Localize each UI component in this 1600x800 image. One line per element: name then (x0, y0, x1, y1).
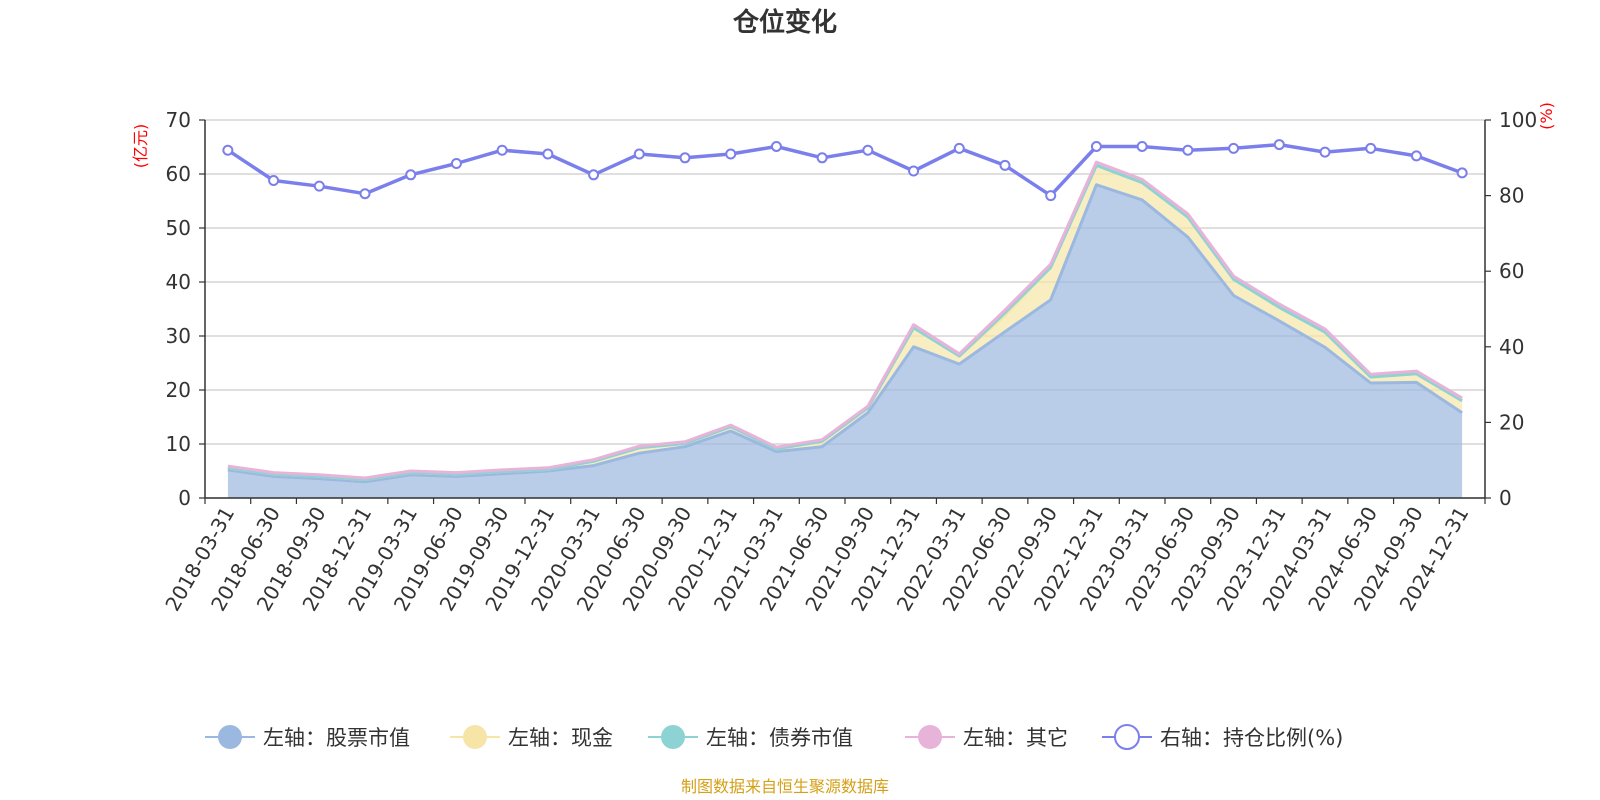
right-tick-label: 80 (1499, 184, 1524, 208)
legend: 左轴：股票市值 左轴：现金 左轴：债券市值 左轴：其它 右轴：持仓比例(%) (205, 724, 1343, 750)
right-tick-label: 100 (1499, 108, 1537, 132)
legend-label[interactable]: 左轴：债券市值 (706, 726, 853, 750)
ratio-point[interactable] (1228, 142, 1240, 154)
left-tick-label: 70 (166, 108, 191, 132)
ratio-point[interactable] (268, 174, 280, 186)
ratio-point[interactable] (1410, 150, 1422, 162)
ratio-point[interactable] (862, 144, 874, 156)
ratio-point[interactable] (679, 152, 691, 164)
left-tick-label: 0 (178, 486, 191, 510)
right-tick-label: 20 (1499, 410, 1524, 434)
area-line-左轴：股票市值 (227, 183, 1463, 484)
left-tick-label: 20 (166, 378, 191, 402)
ratio-point[interactable] (1456, 167, 1468, 179)
legend-marker[interactable] (218, 725, 242, 749)
stacked-areas (227, 160, 1463, 499)
area-左轴：股票市值 (227, 184, 1463, 499)
ratio-point[interactable] (1182, 144, 1194, 156)
ratio-point[interactable] (313, 180, 325, 192)
legend-marker[interactable] (1114, 724, 1140, 750)
ratio-point[interactable] (1273, 139, 1285, 151)
ratio-point[interactable] (588, 169, 600, 181)
ratio-line (226, 142, 1463, 198)
source-note: 制图数据来自恒生聚源数据库 (681, 777, 889, 796)
right-tick-label: 40 (1499, 335, 1524, 359)
ratio-line-series (222, 139, 1468, 202)
left-axis-unit: (亿元) (131, 124, 150, 169)
ratio-point[interactable] (496, 144, 508, 156)
area-line-左轴：其它 (227, 160, 1463, 480)
ratio-point[interactable] (953, 142, 965, 154)
ratio-point[interactable] (222, 144, 234, 156)
ratio-point[interactable] (405, 169, 417, 181)
ratio-point[interactable] (1365, 142, 1377, 154)
chart-title: 仓位变化 (732, 7, 837, 38)
ratio-point[interactable] (1090, 140, 1102, 152)
ratio-point[interactable] (1136, 140, 1148, 152)
legend-label[interactable]: 左轴：现金 (508, 726, 613, 750)
right-tick-label: 0 (1499, 486, 1512, 510)
left-tick-label: 10 (166, 432, 191, 456)
right-axis-unit: (%) (1537, 102, 1556, 130)
ratio-point[interactable] (1045, 190, 1057, 202)
right-tick-label: 60 (1499, 259, 1524, 283)
ratio-point[interactable] (816, 152, 828, 164)
legend-label[interactable]: 左轴：其它 (963, 726, 1068, 750)
left-tick-label: 50 (166, 216, 191, 240)
legend-label[interactable]: 右轴：持仓比例(%) (1160, 726, 1343, 750)
ratio-point[interactable] (359, 188, 371, 200)
ratio-point[interactable] (450, 157, 462, 169)
legend-marker[interactable] (918, 725, 942, 749)
ratio-point[interactable] (770, 140, 782, 152)
legend-marker[interactable] (463, 725, 487, 749)
ratio-point[interactable] (633, 148, 645, 160)
left-tick-label: 40 (166, 270, 191, 294)
ratio-point[interactable] (542, 148, 554, 160)
ratio-point[interactable] (1319, 146, 1331, 158)
left-tick-label: 60 (166, 162, 191, 186)
ratio-point[interactable] (908, 165, 920, 177)
left-tick-label: 30 (166, 324, 191, 348)
ratio-point[interactable] (725, 148, 737, 160)
legend-marker[interactable] (661, 725, 685, 749)
legend-label[interactable]: 左轴：股票市值 (263, 726, 410, 750)
ratio-point[interactable] (999, 159, 1011, 171)
